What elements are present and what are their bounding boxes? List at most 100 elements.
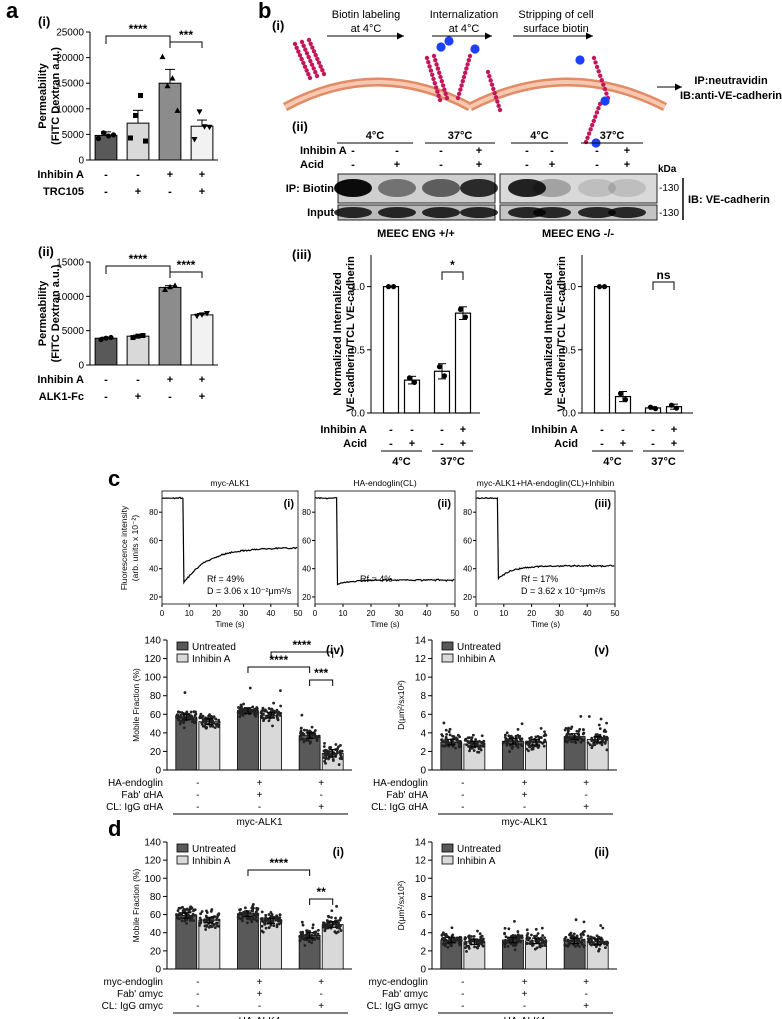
group-label: myc-ALK1	[501, 817, 548, 828]
data-point	[327, 750, 331, 754]
group-label: myc-ALK1	[236, 817, 283, 828]
data-point	[311, 926, 315, 930]
data-point	[590, 746, 594, 750]
data-point	[310, 933, 314, 937]
b-iii-b-iii-right-bracket	[652, 281, 675, 290]
vecad-chain	[438, 74, 443, 80]
y-axis-label: Permeability	[37, 280, 49, 346]
data-point	[339, 744, 342, 747]
row-label: myc-endoglin	[104, 977, 163, 988]
temp-label: 4°C	[603, 456, 622, 468]
data-point	[275, 708, 279, 712]
data-point	[447, 730, 451, 734]
data-point	[190, 715, 193, 719]
sig-c-iv-significance: ***	[314, 666, 328, 680]
data-point	[203, 724, 207, 728]
data-point	[211, 925, 214, 928]
data-point	[467, 939, 471, 943]
data-point	[242, 702, 245, 706]
data-point	[260, 716, 264, 720]
band-ip	[533, 179, 571, 197]
row-sign: +	[583, 1001, 589, 1012]
data-point	[337, 925, 341, 929]
row-sign: -	[104, 391, 108, 403]
vecad-chain	[437, 97, 443, 103]
trace-title: HA-endoglin(CL)	[353, 478, 416, 488]
data-point	[250, 920, 254, 924]
data-point	[458, 942, 462, 946]
grouped-c-v-y-tick-label: 4	[420, 728, 426, 739]
data-point	[217, 918, 221, 922]
group-label: HA-ALK4	[504, 1016, 546, 1019]
band-ip	[578, 179, 616, 197]
data-point	[564, 726, 568, 730]
vecad-chain	[306, 72, 311, 77]
row-sign: +	[318, 977, 324, 988]
data-point	[504, 935, 508, 939]
row-sign: -	[136, 374, 140, 386]
panel-b-b-iii-left-y-tick-label: 0.0	[351, 409, 365, 420]
data-point	[239, 713, 242, 717]
data-point	[167, 283, 173, 290]
data-point	[241, 713, 245, 717]
data-point	[601, 926, 605, 930]
data-point	[272, 709, 275, 713]
sig-c-iv-bracket	[247, 666, 311, 673]
membrane-right-inner	[469, 80, 666, 109]
data-point	[448, 733, 452, 737]
row-sign: +	[318, 1001, 324, 1012]
band-input	[578, 207, 616, 218]
data-point	[336, 748, 339, 751]
vecad-chain	[307, 75, 313, 81]
data-point	[452, 741, 456, 745]
vecad-chain	[492, 90, 497, 96]
data-point	[337, 745, 340, 749]
trace-frame	[314, 490, 456, 605]
row-sign: +	[199, 186, 205, 198]
x-tick-label: 20	[527, 609, 536, 618]
data-point	[185, 922, 188, 925]
data-point	[194, 913, 197, 917]
row-label: CL: IgG αmyc	[367, 1001, 428, 1012]
vecad-chain	[590, 122, 595, 128]
trace-frame	[161, 490, 299, 605]
data-point	[390, 284, 397, 290]
row-label: Fab' αHA	[121, 790, 163, 801]
row-sign: -	[410, 424, 414, 436]
data-point	[213, 726, 217, 729]
legend-label: Inhibin A	[192, 654, 231, 665]
sig-d-i-bracket	[247, 869, 311, 876]
data-point	[203, 920, 207, 924]
data-point	[478, 747, 482, 751]
vecad-chain	[591, 118, 596, 124]
band-ip	[508, 179, 546, 197]
data-point	[513, 948, 517, 952]
vecad-chain	[467, 53, 473, 59]
data-point	[311, 923, 315, 927]
data-point	[563, 943, 567, 947]
biotin-bead	[444, 36, 454, 46]
data-point	[186, 716, 190, 720]
trace-title: myc-ALK1	[210, 478, 249, 488]
data-point	[599, 924, 603, 927]
row-sign: -	[196, 977, 199, 988]
data-point	[506, 944, 510, 948]
data-point	[442, 942, 445, 946]
bar	[403, 379, 421, 414]
arrow-step3-head	[586, 32, 593, 40]
vecad-chain	[461, 74, 467, 80]
data-point	[502, 941, 506, 945]
x-tick-label: 50	[611, 609, 620, 618]
data-point	[179, 720, 183, 724]
row-sign: +	[409, 438, 415, 450]
data-point	[176, 909, 180, 913]
data-point	[534, 735, 538, 739]
vecad-chain	[437, 70, 442, 76]
vecad-chain	[594, 110, 600, 115]
vecad-chain	[426, 60, 431, 65]
panel-sublabel: (ii)	[38, 244, 54, 259]
x-axis-label: Time (s)	[215, 620, 244, 629]
data-point	[304, 738, 308, 742]
grouped-d-ii-y-tick-label: 0	[420, 965, 426, 976]
